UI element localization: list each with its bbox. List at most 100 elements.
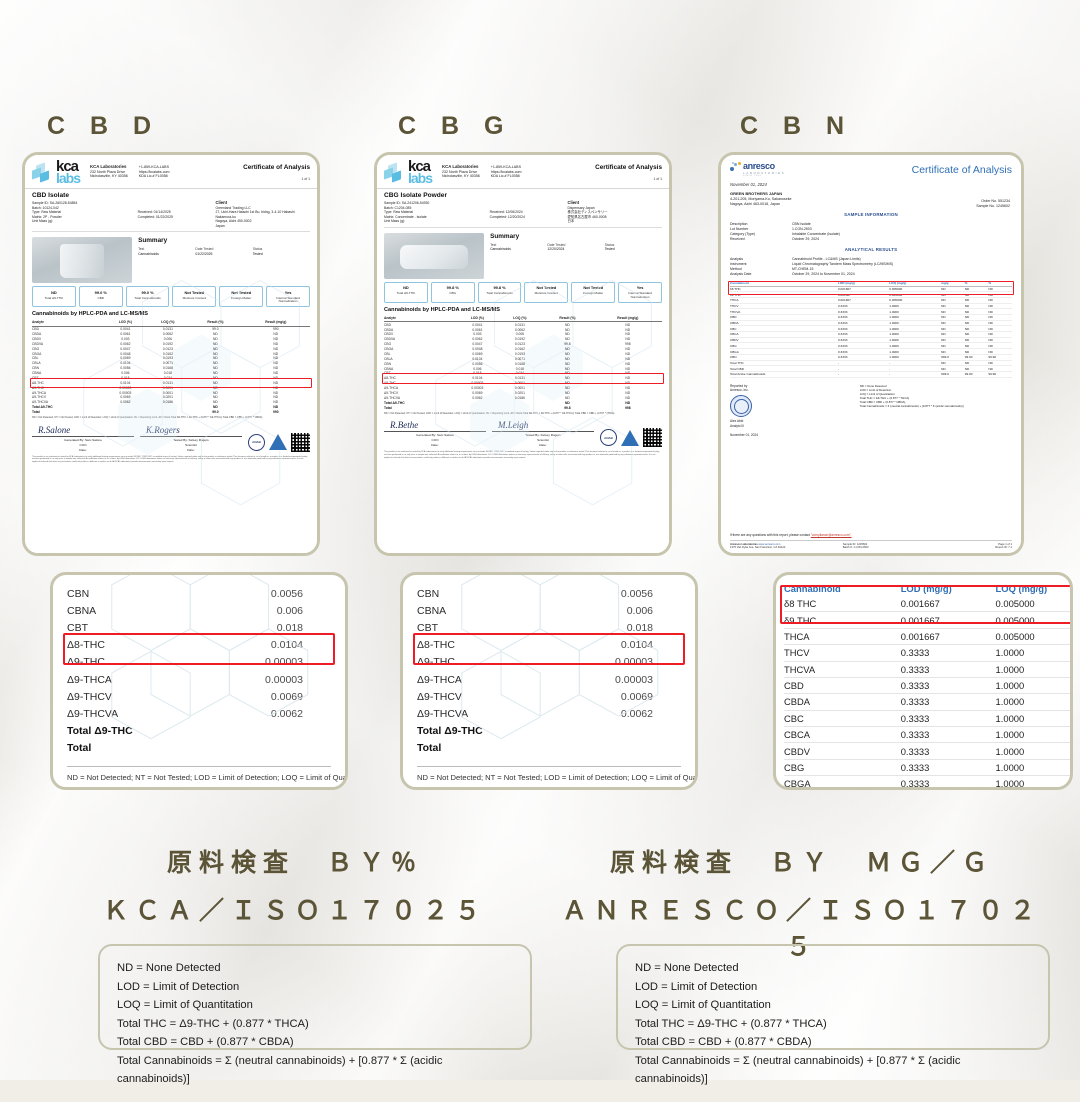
sample-photo [384,232,485,279]
lod-value: 0.3333 [900,677,996,695]
signature-generated-by: R.Salone Generated By: Sam Salone COO Da… [32,425,134,452]
qr-code[interactable] [643,428,662,448]
coa-card-cbg[interactable]: kca labs KCA Laboratories 232 North Plaza… [374,152,672,556]
legend-line: LOQ = Limit of Quantitation [635,999,771,1011]
badge-value: Not Tested [536,285,557,290]
accreditation-seals: ANAB [248,432,310,452]
compliance-email-link[interactable]: "compliance@anresco.com". [810,533,852,537]
summary-badge: ND Total Δ9-THC [384,281,428,303]
cannabinoid-name: CBC [784,710,901,728]
order-info: Order No. 551234 Sample No. 1245602 [976,199,1010,209]
field-row: Analysis Date October 29, 2024 to Novembe… [730,272,1012,277]
summary-status: Status Tested [604,242,615,252]
badge-value: Not Tested [231,289,252,295]
summary-test: Test Cannabinoids [138,247,159,256]
hexagon-watermark [461,575,659,740]
sample-information-fields: Description CBN Isolate Lot Number 1.CON-25… [730,222,1012,242]
cannabinoid-name: δ8 THC [784,596,901,613]
column-title-cbg: C B G [398,112,513,140]
col-analyte: Analyte [32,319,105,327]
badge-value: 99.8 % [446,285,459,290]
loq-value: 1.0000 [995,726,1070,744]
lod-value: 0.3333 [900,710,996,728]
col-lod: LOD (%) [456,314,499,323]
signature-tested-by: K.Rogers Tested By: Kelsey Rogers Scient… [140,425,242,452]
kca-sample-block: CBD Isolate Sample ID: SA-260128-54854 B… [25,189,317,234]
badge-label: Total Cannabinoids [486,291,513,295]
field-key: Received [730,237,745,241]
legend-line: LOD = Limit of Detection [635,980,758,993]
lod-value: 0.001667 [900,596,996,613]
kca-phone: +1-859-KCA-LABS [138,165,169,169]
client-block: Client Greenland Trading LLC 27, Uchi-Ha… [215,200,310,228]
anresco-results-table: Cannabinoid LOD (mg/g) LOQ (mg/g) mg/g%% δ8 … [730,281,1012,378]
loq-value: 1.0000 [995,677,1070,695]
legend-line: LOD = Limit of Detection [117,980,240,993]
summary-badge: 99.8 % Total Cannabinoids [477,281,522,303]
anresco-header: anresco LABORATORIES SINCE 1943 Certific… [721,155,1021,177]
legend-line: Total CBD = CBD + (0.877 * CBDA) [117,1036,294,1048]
badge-value: Yes [284,289,292,295]
cannabinoid-name: CBG [784,759,901,777]
sample-dates: Received: 01/14/2025 Completed: 01/22/20… [138,201,216,228]
anresco-page-footer: Anresco Laboratories www.anresco.com 137… [730,540,1012,549]
qr-code[interactable] [291,432,310,452]
badge-label: Foreign Matter [583,291,604,295]
loq-value: 1.0000 [995,661,1070,678]
kca-header: kca labs KCA Laboratories 232 North Plaza… [25,155,317,189]
completed-date: Completed: 01/22/2025 [137,214,173,219]
anresco-stamp-icon [730,395,752,418]
badge-value: 99.0 % [94,289,107,295]
col-result-mgg: Result (mg/g) [241,319,310,327]
column-title-cbn: C B N [740,112,854,140]
legend-line: ND = None Detected [117,962,221,974]
legend-line: LOQ = Limit of Quantitation [117,999,253,1011]
summary-date-tested: Date Tested 01/22/2025 [195,247,214,256]
client-name: GREEN BROTHERS JAPAN [730,191,783,196]
coa-card-cbn[interactable]: anresco LABORATORIES SINCE 1943 Certific… [718,152,1024,556]
zoom-panel-cbg[interactable]: CBN 0.0056 CBNA 0.006 CBT 0.018 Δ8-THC 0.0104 Δ9… [400,572,698,790]
product-name: CBG Isolate Powder [384,192,448,199]
anresco-footer-block: Reported by Anresco, Inc. Alex Abid Anal… [721,378,1021,438]
col-cannabinoid: Cannabinoid [784,583,841,594]
badge-label: Moisture Content [534,291,559,295]
sample-meta-left: Sample ID: SA-260128-54854 Batch: 10124-… [32,201,138,228]
kca-wordmark: kca labs [56,158,81,186]
completed-date: Completed: 12/20/2024 [489,214,525,219]
badge-value: ND [51,289,57,295]
col-lod: LOD (%) [104,319,147,327]
anresco-logo: anresco LABORATORIES SINCE 1943 [730,162,785,177]
client-address-3: Japan [215,223,225,228]
zoom-panel-cbd[interactable]: CBN 0.0056 CBNA 0.006 CBT 0.018 Δ8-THC 0.0104 Δ9… [50,572,348,790]
coa-title: Certificate of Analysis [243,164,310,171]
badge-value: 99.0 % [141,289,154,295]
sample-information-heading: SAMPLE INFORMATION [844,212,898,217]
badge-label: Total Cannabinoids [134,295,161,300]
sample-photo [32,237,133,283]
triangle-seal-icon [269,434,287,451]
kca-address-2: Nicholasville, KY 40356 [90,174,128,179]
legal-disclaimer: This product is not evaluated or tested … [32,455,308,464]
legend-line: ND = None Detected [635,962,739,974]
legend-box-left: ND = None Detected LOD = Limit of Detecti… [98,944,532,1085]
summary-badge: Not Tested Moisture Content [172,286,217,308]
legend-line: Total THC = Δ9-THC + (0.877 * THCA) [635,1017,827,1030]
summary-badge: Not Tested Moisture Content [524,281,569,303]
kca-wordmark: kca labs [408,158,433,186]
loq-value: 1.0000 [995,759,1070,777]
anab-seal-icon: ANAB [248,433,265,451]
signature-tested-by: M.Leigh Tested By: Kelsey Rogers Scienti… [492,421,594,447]
summary-badge: Not Tested Foreign Matter [571,281,616,303]
signature-generated-by: R.Bethe Generated By: Sam Salone COO Dat… [384,421,486,447]
product-name: CBD Isolate [32,192,70,199]
signed-date: November 01, 2024 [730,433,758,438]
heading-right-line1: 原料検査 ＢＹ ＭＧ／Ｇ [609,849,994,877]
hexagon-watermark [111,575,309,740]
coa-card-cbd[interactable]: kca labs KCA Laboratories 232 North Plaza… [22,152,320,556]
lod-value: 0.3333 [900,726,996,744]
